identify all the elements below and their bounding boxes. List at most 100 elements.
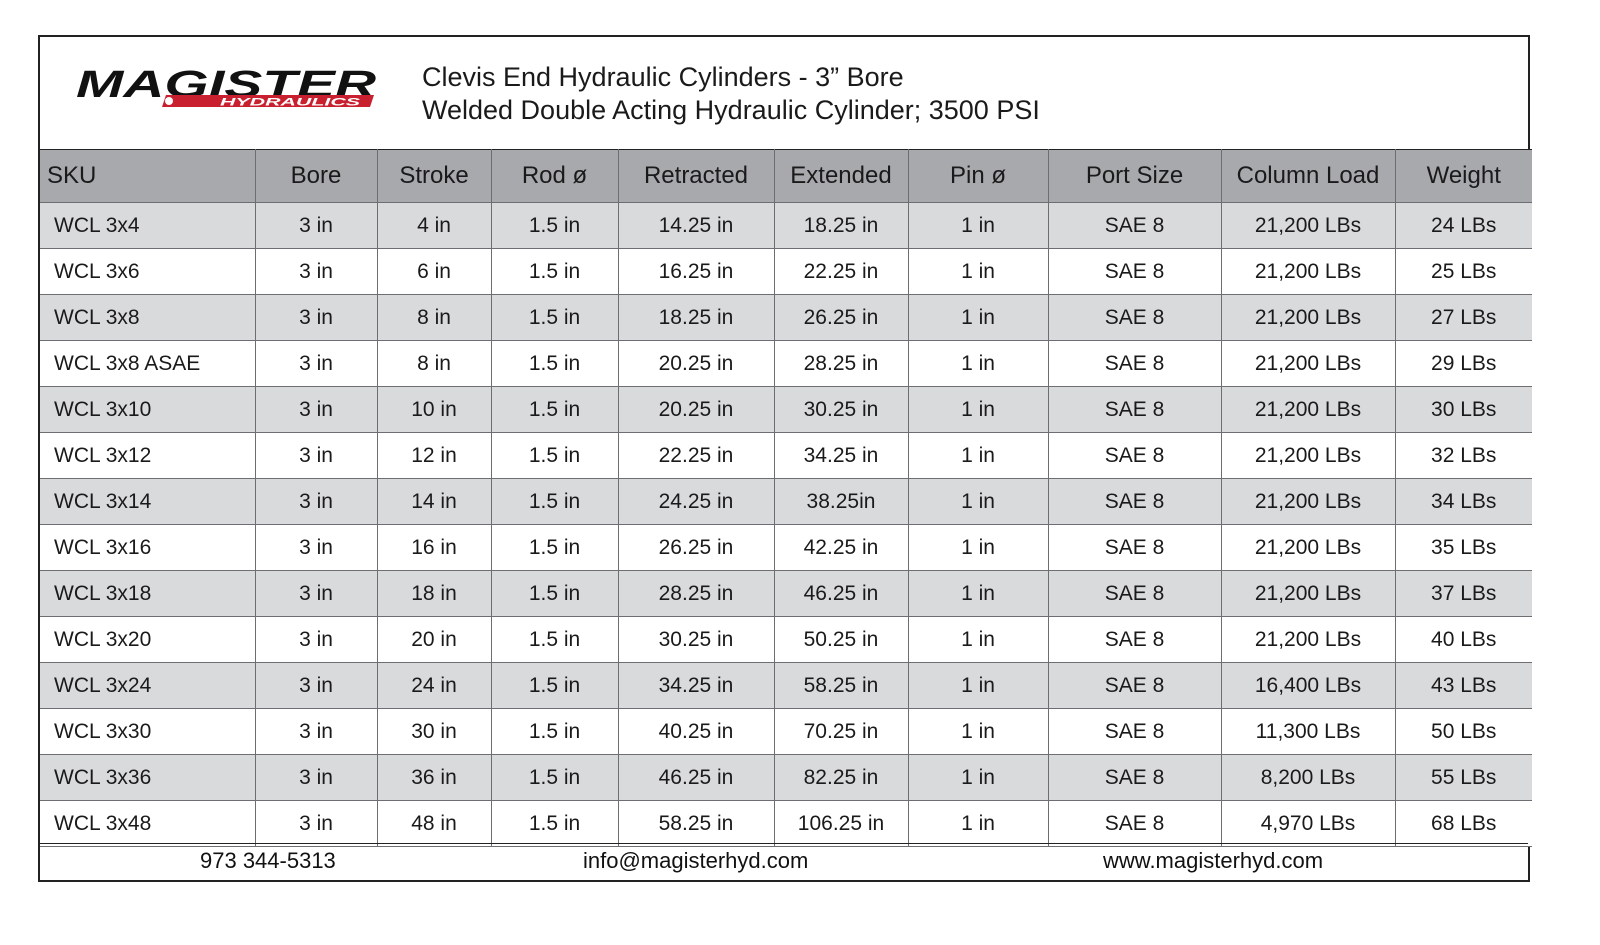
cell-rod: 1.5 in <box>490 478 619 525</box>
cell-weight: 24 LBs <box>1394 202 1532 249</box>
cell-extended: 106.25 in <box>773 800 909 847</box>
cell-weight: 30 LBs <box>1394 386 1532 433</box>
cell-sku: WCL 3x20 <box>40 616 256 663</box>
cell-pin: 1 in <box>907 570 1049 617</box>
cell-weight: 34 LBs <box>1394 478 1532 525</box>
cell-stroke: 10 in <box>376 386 492 433</box>
cell-bore: 3 in <box>254 340 378 387</box>
cell-stroke: 6 in <box>376 248 492 295</box>
cell-column-load: 4,970 LBs <box>1220 800 1396 847</box>
cell-retracted: 46.25 in <box>617 754 775 801</box>
cell-port-size: SAE 8 <box>1047 478 1222 525</box>
cell-port-size: SAE 8 <box>1047 662 1222 709</box>
table-row: WCL 3x8 ASAE 3 in 8 in 1.5 in 20.25 in 28.25 … <box>40 340 1532 387</box>
cell-pin: 1 in <box>907 432 1049 479</box>
table-row: WCL 3x6 3 in 6 in 1.5 in 16.25 in 22.25 in 1 i… <box>40 248 1532 295</box>
cell-bore: 3 in <box>254 478 378 525</box>
cell-bore: 3 in <box>254 708 378 755</box>
cell-rod: 1.5 in <box>490 524 619 571</box>
cell-rod: 1.5 in <box>490 340 619 387</box>
table-row: WCL 3x36 3 in 36 in 1.5 in 46.25 in 82.25 in 1… <box>40 754 1532 801</box>
cell-pin: 1 in <box>907 524 1049 571</box>
cell-weight: 43 LBs <box>1394 662 1532 709</box>
cell-port-size: SAE 8 <box>1047 524 1222 571</box>
cell-extended: 28.25 in <box>773 340 909 387</box>
table-row: WCL 3x12 3 in 12 in 1.5 in 22.25 in 34.25 in 1… <box>40 432 1532 479</box>
table-row: WCL 3x48 3 in 48 in 1.5 in 58.25 in 106.25 in… <box>40 800 1532 847</box>
spec-table: SKU Bore Stroke Rod ø Retracted Extended Pin ø… <box>40 149 1532 847</box>
cell-weight: 55 LBs <box>1394 754 1532 801</box>
cell-sku: WCL 3x24 <box>40 662 256 709</box>
cell-bore: 3 in <box>254 662 378 709</box>
cell-sku: WCL 3x30 <box>40 708 256 755</box>
cell-extended: 18.25 in <box>773 202 909 249</box>
cell-retracted: 28.25 in <box>617 570 775 617</box>
cell-column-load: 11,300 LBs <box>1220 708 1396 755</box>
title-block: Clevis End Hydraulic Cylinders - 3” Bore… <box>422 61 1040 127</box>
table-row: WCL 3x24 3 in 24 in 1.5 in 34.25 in 58.25 in 1… <box>40 662 1532 709</box>
cell-stroke: 30 in <box>376 708 492 755</box>
cell-port-size: SAE 8 <box>1047 340 1222 387</box>
cell-pin: 1 in <box>907 800 1049 847</box>
table-header-row: SKU Bore Stroke Rod ø Retracted Extended Pin ø… <box>40 149 1532 203</box>
cell-pin: 1 in <box>907 662 1049 709</box>
cell-retracted: 20.25 in <box>617 386 775 433</box>
cell-port-size: SAE 8 <box>1047 800 1222 847</box>
column-header-sku: SKU <box>40 149 256 203</box>
cell-port-size: SAE 8 <box>1047 570 1222 617</box>
email-link[interactable]: info@magisterhyd.com <box>583 848 809 873</box>
cell-extended: 34.25 in <box>773 432 909 479</box>
cell-retracted: 34.25 in <box>617 662 775 709</box>
cell-extended: 42.25 in <box>773 524 909 571</box>
cell-rod: 1.5 in <box>490 754 619 801</box>
logo-pin-icon <box>165 97 173 105</box>
table-body: WCL 3x4 3 in 4 in 1.5 in 14.25 in 18.25 in 1 i… <box>40 202 1532 847</box>
magister-logo: MAGISTER HYDRAULICS <box>76 67 377 109</box>
cell-stroke: 8 in <box>376 294 492 341</box>
cell-port-size: SAE 8 <box>1047 432 1222 479</box>
cell-bore: 3 in <box>254 524 378 571</box>
cell-stroke: 4 in <box>376 202 492 249</box>
cell-rod: 1.5 in <box>490 570 619 617</box>
logo-subtext: HYDRAULICS <box>220 97 361 109</box>
cell-column-load: 16,400 LBs <box>1220 662 1396 709</box>
cell-column-load: 21,200 LBs <box>1220 294 1396 341</box>
website-link[interactable]: www.magisterhyd.com <box>1103 848 1324 873</box>
cell-bore: 3 in <box>254 294 378 341</box>
cell-bore: 3 in <box>254 616 378 663</box>
cell-retracted: 18.25 in <box>617 294 775 341</box>
cell-retracted: 40.25 in <box>617 708 775 755</box>
cell-extended: 38.25in <box>773 478 909 525</box>
cell-retracted: 16.25 in <box>617 248 775 295</box>
cell-pin: 1 in <box>907 248 1049 295</box>
cell-extended: 58.25 in <box>773 662 909 709</box>
cell-port-size: SAE 8 <box>1047 202 1222 249</box>
cell-sku: WCL 3x4 <box>40 202 256 249</box>
cell-port-size: SAE 8 <box>1047 754 1222 801</box>
table-row: WCL 3x16 3 in 16 in 1.5 in 26.25 in 42.25 in 1… <box>40 524 1532 571</box>
cell-sku: WCL 3x48 <box>40 800 256 847</box>
cell-extended: 22.25 in <box>773 248 909 295</box>
cell-weight: 40 LBs <box>1394 616 1532 663</box>
cell-column-load: 21,200 LBs <box>1220 340 1396 387</box>
cell-sku: WCL 3x8 <box>40 294 256 341</box>
cell-port-size: SAE 8 <box>1047 386 1222 433</box>
cell-bore: 3 in <box>254 386 378 433</box>
cell-extended: 46.25 in <box>773 570 909 617</box>
cell-weight: 37 LBs <box>1394 570 1532 617</box>
column-header-column-load: Column Load <box>1220 149 1396 203</box>
table-row: WCL 3x30 3 in 30 in 1.5 in 40.25 in 70.25 in 1… <box>40 708 1532 755</box>
cell-port-size: SAE 8 <box>1047 294 1222 341</box>
cell-rod: 1.5 in <box>490 662 619 709</box>
phone-number: 973 344-5313 <box>200 848 336 873</box>
sheet-header: MAGISTER HYDRAULICS Clevis End Hydraulic… <box>40 37 1528 149</box>
cell-pin: 1 in <box>907 754 1049 801</box>
cell-stroke: 8 in <box>376 340 492 387</box>
column-header-weight: Weight <box>1394 149 1532 203</box>
page-subtitle: Welded Double Acting Hydraulic Cylinder;… <box>422 95 1040 125</box>
table-row: WCL 3x8 3 in 8 in 1.5 in 18.25 in 26.25 in 1 i… <box>40 294 1532 341</box>
table-row: WCL 3x4 3 in 4 in 1.5 in 14.25 in 18.25 in 1 i… <box>40 202 1532 249</box>
cell-pin: 1 in <box>907 202 1049 249</box>
table-row: WCL 3x20 3 in 20 in 1.5 in 30.25 in 50.25 in 1… <box>40 616 1532 663</box>
cell-weight: 68 LBs <box>1394 800 1532 847</box>
